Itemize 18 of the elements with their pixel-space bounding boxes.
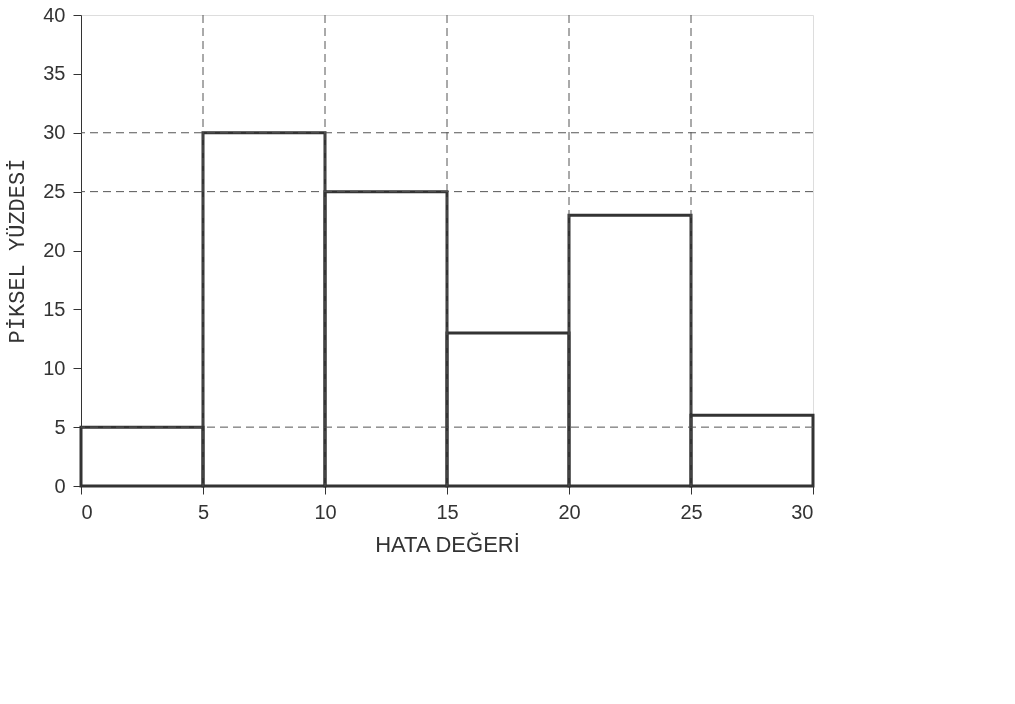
y-axis-title: PİKSEL YÜZDESİ — [6, 158, 32, 344]
y-tick-label: 40 — [43, 3, 66, 26]
y-tick-label: 35 — [43, 62, 66, 85]
x-tick-label: 10 — [314, 500, 337, 523]
x-tick-label: 20 — [558, 500, 581, 523]
y-tick-label: 25 — [43, 180, 66, 203]
x-tick-label: 15 — [436, 500, 459, 523]
x-tick-label: 30 — [791, 500, 814, 523]
y-tick-label: 15 — [43, 297, 66, 320]
y-tick-label: 20 — [43, 239, 66, 261]
y-tick-label: 30 — [43, 121, 66, 144]
x-tick-label: 0 — [81, 500, 93, 523]
x-axis-title: HATA DEĞERİ — [375, 531, 520, 557]
x-tick-label: 25 — [680, 500, 703, 523]
y-tick-label: 0 — [54, 474, 66, 497]
x-tick-label: 5 — [197, 500, 210, 523]
y-tick-label: 5 — [54, 415, 66, 438]
y-tick-label: 10 — [43, 356, 66, 379]
